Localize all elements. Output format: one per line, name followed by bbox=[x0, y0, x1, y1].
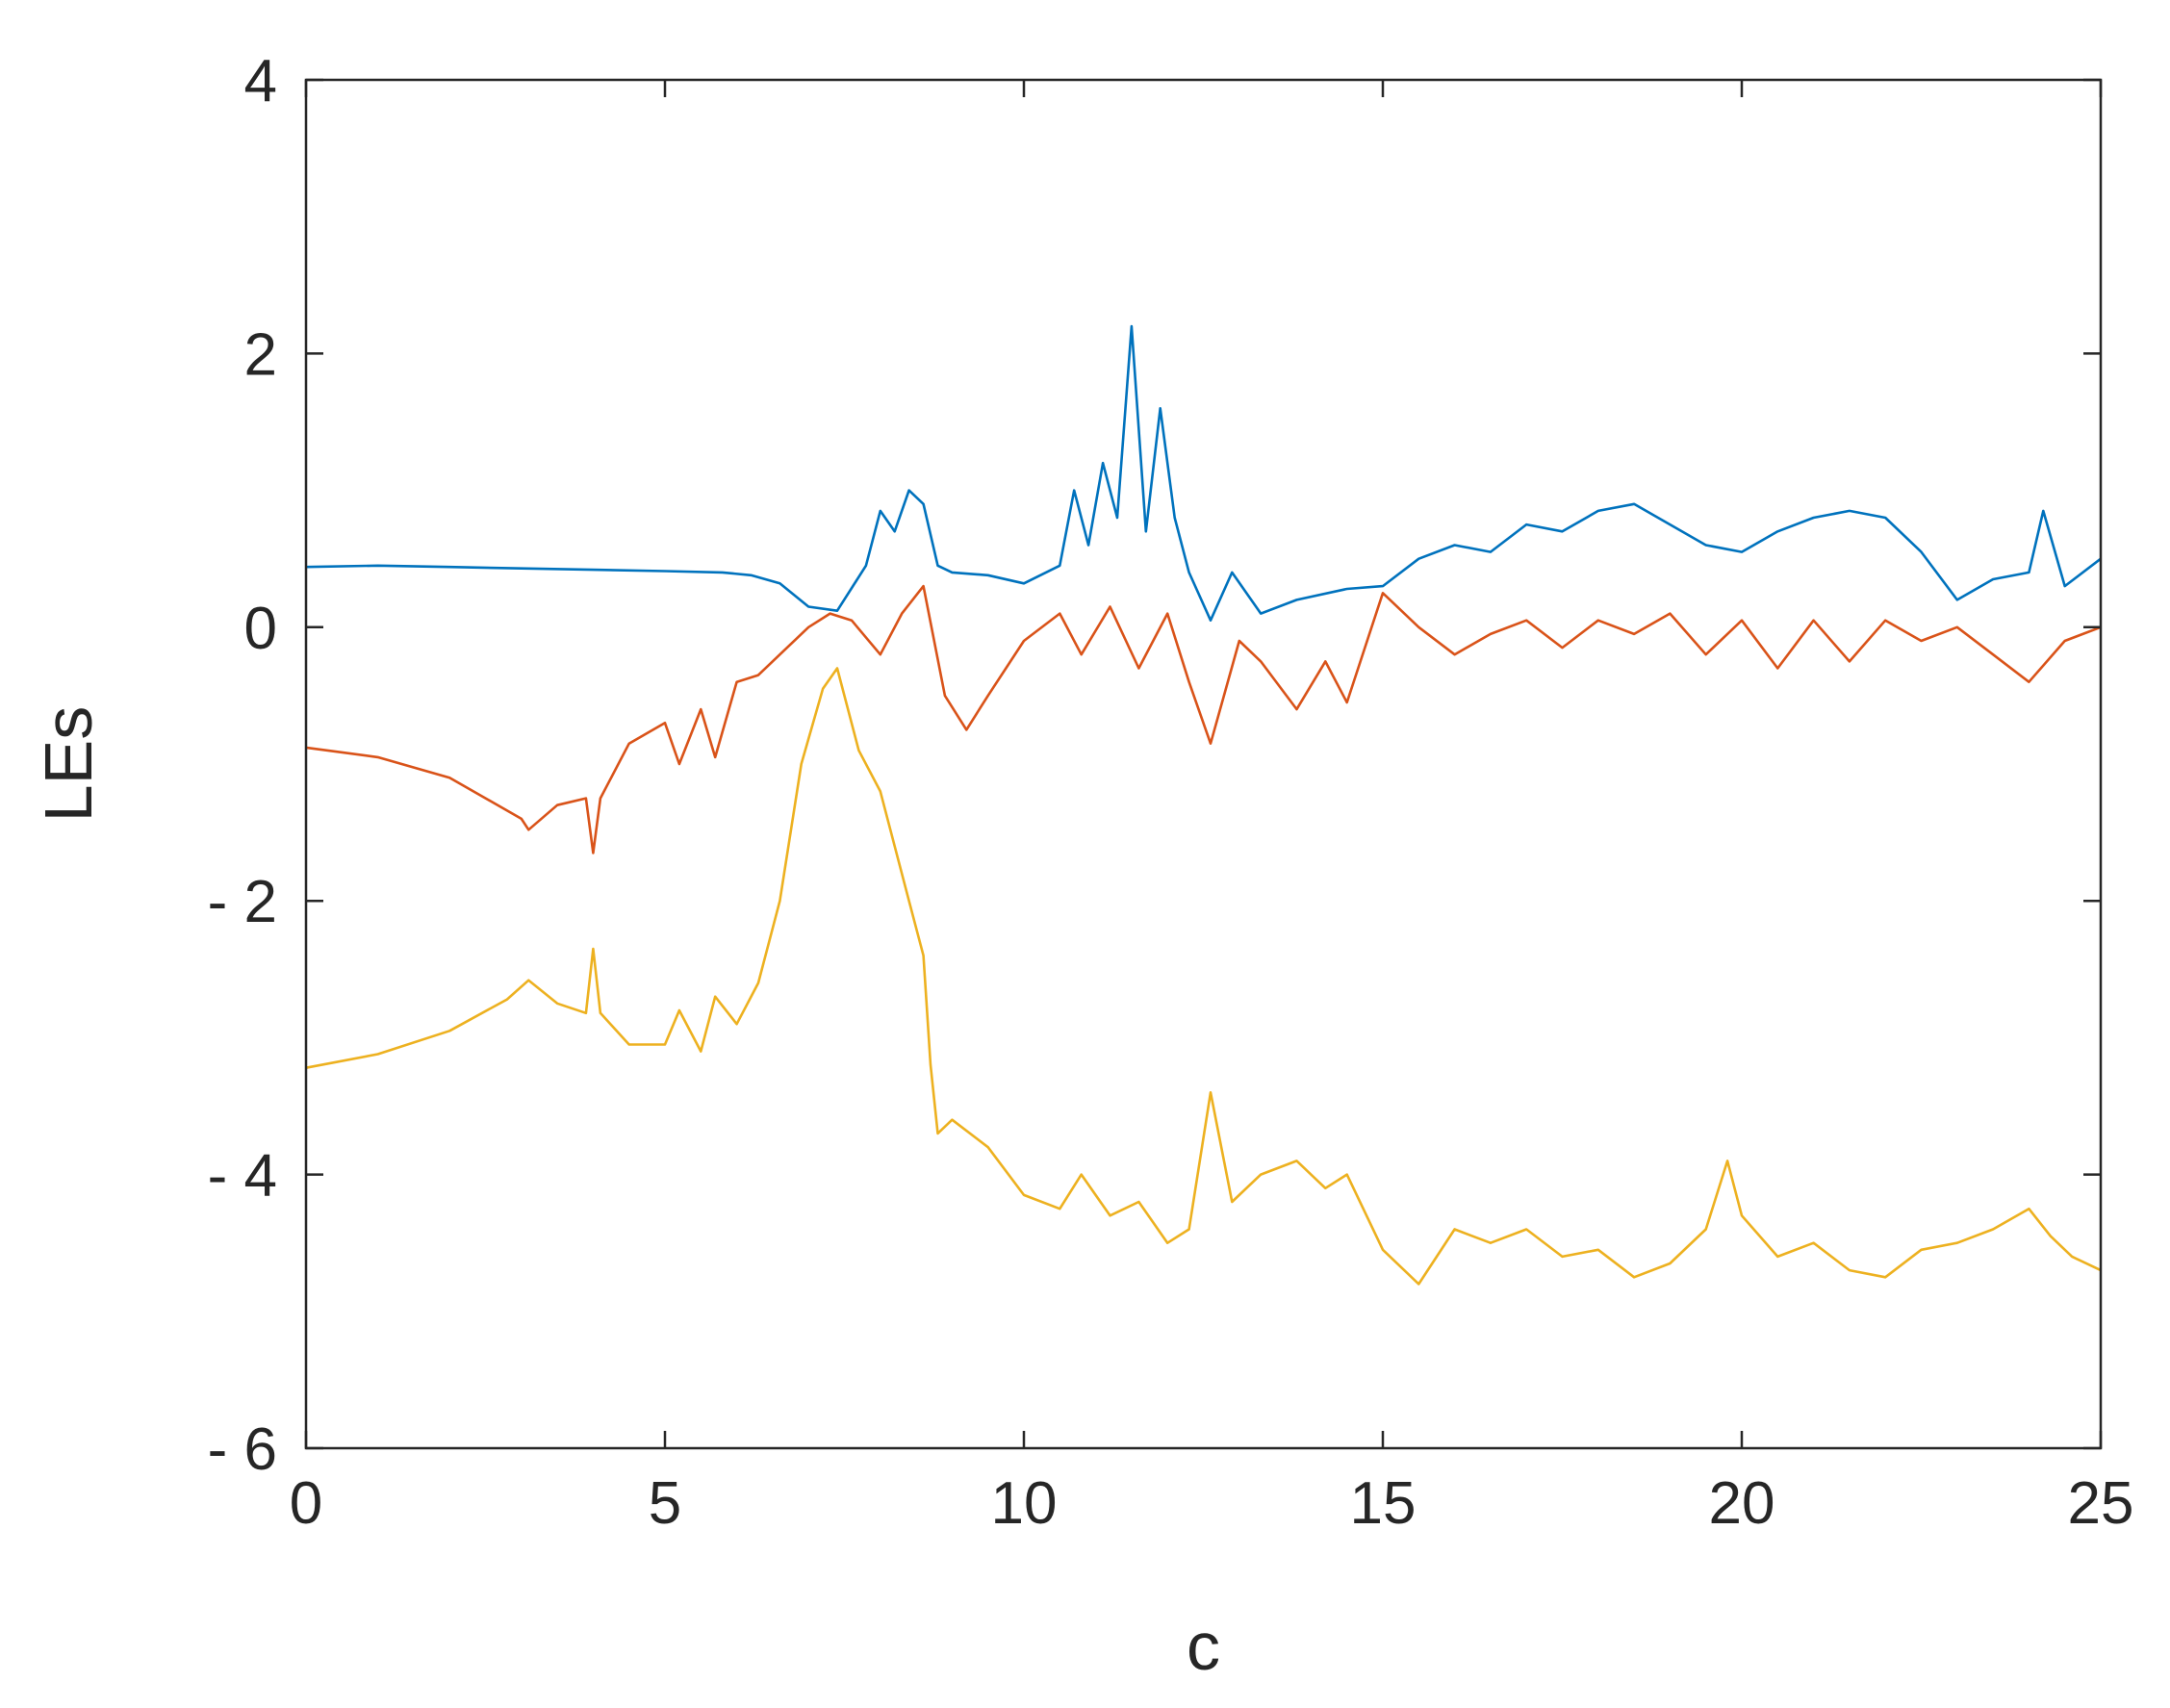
y-tick-label: 2 bbox=[244, 321, 277, 388]
y-axis-label: LEs bbox=[31, 706, 106, 823]
x-axis-label: c bbox=[1187, 1609, 1220, 1684]
x-tick-label: 0 bbox=[290, 1470, 322, 1537]
x-tick-label: 15 bbox=[1350, 1470, 1417, 1537]
y-tick-label: 0 bbox=[244, 596, 277, 662]
y-tick-label: - 4 bbox=[208, 1143, 277, 1210]
x-tick-label: 10 bbox=[991, 1470, 1058, 1537]
series-line-2 bbox=[305, 584, 2102, 854]
x-tick-label: 20 bbox=[1709, 1470, 1775, 1537]
x-tick-label: 25 bbox=[2068, 1470, 2134, 1537]
y-tick-label: - 6 bbox=[208, 1416, 277, 1483]
series-line-3 bbox=[305, 667, 2102, 1286]
x-tick-label: 5 bbox=[649, 1470, 681, 1537]
y-tick-label: - 2 bbox=[208, 869, 277, 935]
plot-frame bbox=[304, 78, 2103, 1450]
plot-area bbox=[305, 324, 2102, 1286]
axes: 0 5 10 15 20 25 - 6 - 4 - 2 0 2 4 bbox=[208, 48, 2134, 1537]
series-line-1 bbox=[305, 324, 2102, 623]
y-tick-label: 4 bbox=[244, 48, 277, 115]
